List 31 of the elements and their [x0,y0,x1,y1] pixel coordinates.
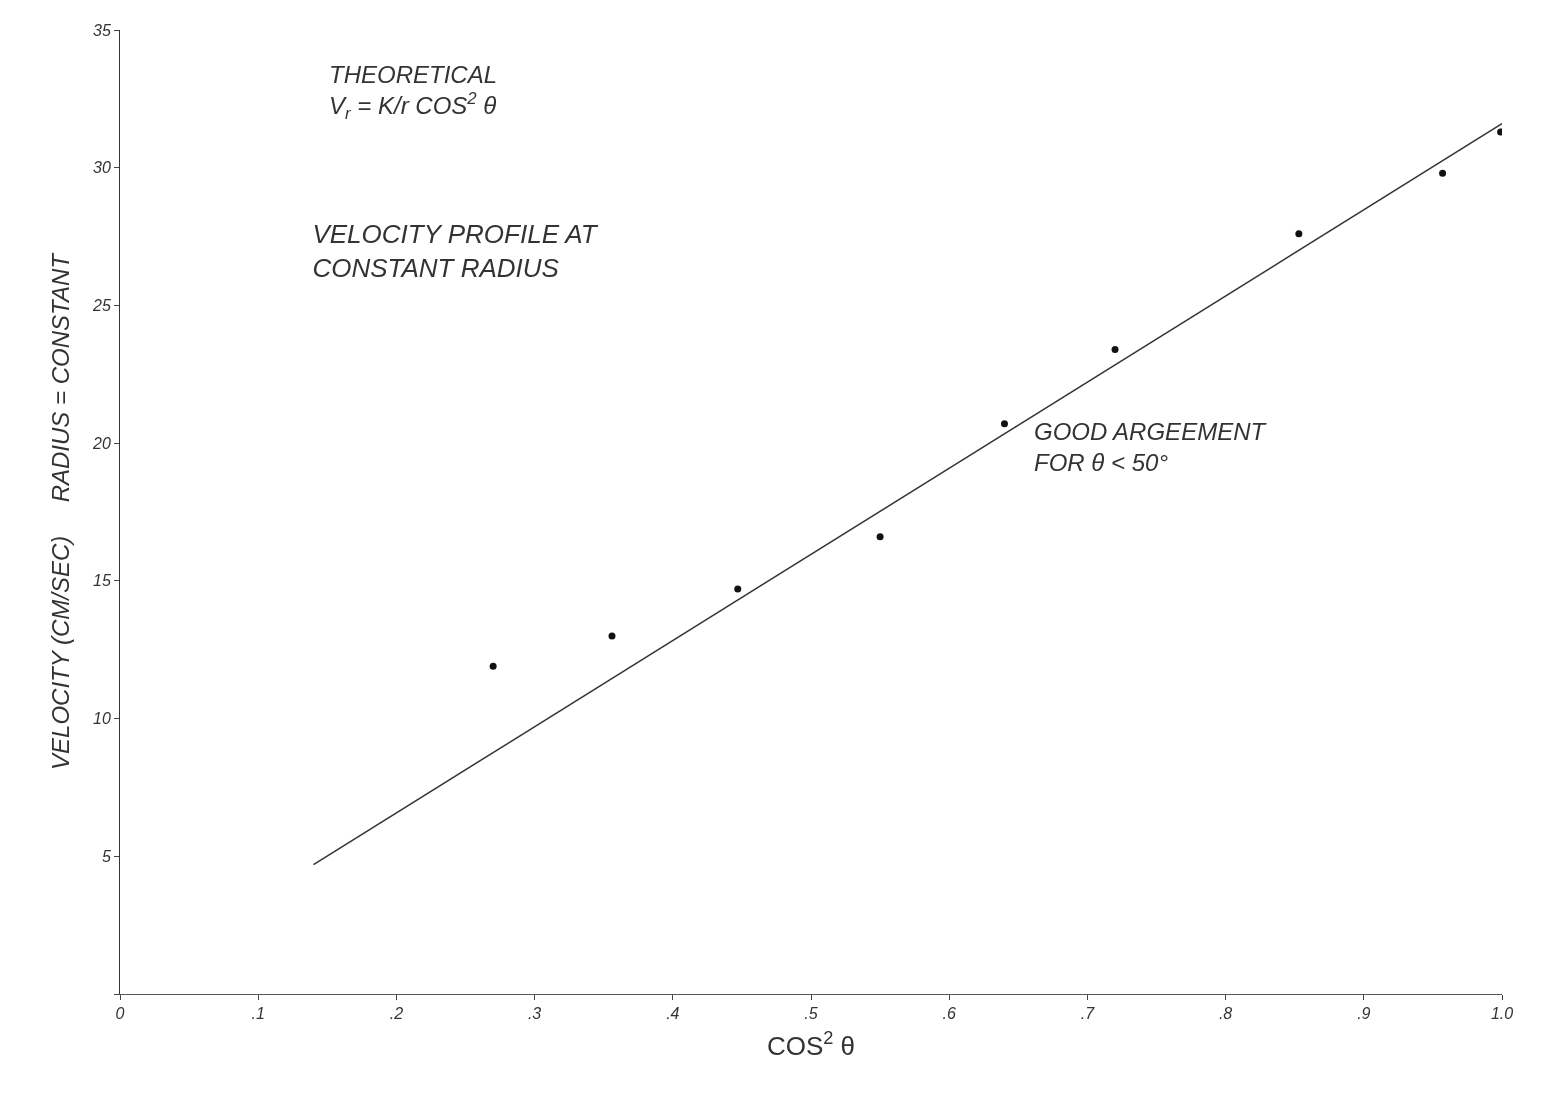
point [1439,169,1447,177]
y-tick-label: 30 [93,159,111,177]
x-tick-label: .1 [251,1005,265,1023]
x-tick-label: .2 [389,1005,404,1023]
y-tick-label: 5 [101,847,111,865]
y-tick-label: 10 [93,710,111,728]
x-axis-title: COS$^{2}$ θ [766,1027,856,1061]
x-tick-label: .3 [527,1005,542,1023]
point [734,585,742,593]
annotation: GOOD ARGEEMENT FOR θ < 50° [1034,418,1268,477]
x-tick-label: 1.0 [1490,1005,1514,1023]
x-tick-label: .7 [1080,1005,1096,1023]
x-tick-label: .4 [666,1005,680,1023]
y-tick-label: 20 [92,434,111,452]
x-tick-label: .8 [1218,1005,1233,1023]
y-tick-label: 25 [92,297,111,315]
x-tick-label: 0 [115,1005,125,1023]
point [1295,230,1303,238]
y-tick-label: 15 [93,572,111,590]
y-tick-label: 35 [93,21,111,39]
point [1111,346,1119,353]
x-tick-label: .5 [804,1005,818,1023]
point [1000,420,1008,428]
y-axis-title: VELOCITY (CM/SEC) RADIUS = CONSTANT [47,251,75,770]
point [608,632,616,640]
x-tick-label: .6 [942,1005,956,1023]
x-tick-label: .9 [1357,1005,1371,1023]
point [876,533,884,541]
point [489,662,497,670]
text: VELOCITY PROFILE AT CONSTANT RADIUS [312,218,599,283]
annotation: THEORETICAL V$_{r}$ = K/r COS$^{2}$ θ [329,61,498,124]
